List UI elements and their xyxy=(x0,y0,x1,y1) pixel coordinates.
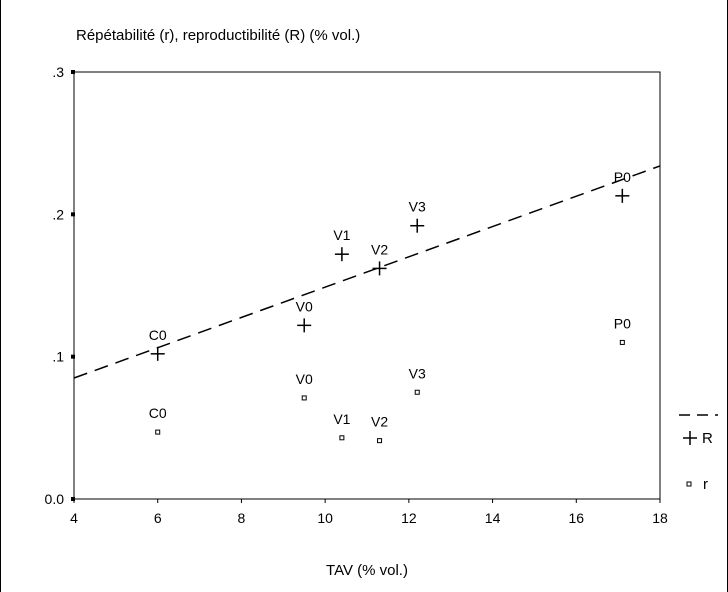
point-label-V1: V1 xyxy=(333,227,350,243)
legend-label-R: R xyxy=(702,430,713,447)
legend-plus-marker xyxy=(683,431,697,445)
point-label-V0: V0 xyxy=(296,298,313,314)
point-label-P0: P0 xyxy=(614,169,631,185)
point-label-V2: V2 xyxy=(371,414,388,430)
x-tick-label: 12 xyxy=(401,510,417,526)
legend-square-marker xyxy=(686,481,692,487)
x-tick-label: 14 xyxy=(485,510,501,526)
fit-line xyxy=(73,165,661,379)
plus-marker-V0 xyxy=(297,318,312,333)
y-tick-label: .1 xyxy=(52,349,64,365)
plus-marker-V2 xyxy=(372,261,387,276)
legend: R r xyxy=(679,414,718,493)
point-label-C0: C0 xyxy=(149,405,167,421)
point-label-V3: V3 xyxy=(409,199,426,215)
point-labels: C0 V0 V1 V2 V3 P0 C0 V0 V1 V2 V3 P0 xyxy=(149,169,631,430)
y-tick-label: .2 xyxy=(52,206,64,222)
plus-marker-P0 xyxy=(615,188,630,203)
x-tick-label: 16 xyxy=(568,510,584,526)
point-label-C0: C0 xyxy=(149,327,167,343)
plus-marker-V3 xyxy=(410,218,425,233)
y-tick-mark xyxy=(71,497,75,501)
y-tick-mark xyxy=(71,212,75,217)
square-marker-P0 xyxy=(619,339,625,345)
chart-title: Répétabilité (r), reproductibilité (R) (… xyxy=(76,27,360,44)
fit-line-group xyxy=(73,165,661,379)
point-label-V3: V3 xyxy=(409,365,426,381)
square-marker-V2 xyxy=(377,438,383,444)
point-label-V1: V1 xyxy=(333,411,350,427)
x-tick-label: 18 xyxy=(652,510,668,526)
x-tick-label: 6 xyxy=(154,510,162,526)
point-label-V0: V0 xyxy=(296,371,313,387)
y-tick-mark xyxy=(71,354,75,359)
y-tick-mark xyxy=(71,70,75,74)
point-label-P0: P0 xyxy=(614,315,631,331)
square-marker-V3 xyxy=(414,389,420,395)
data-marks xyxy=(150,188,630,444)
x-axis-ticks: 4 6 8 10 12 14 16 18 xyxy=(70,499,668,526)
x-tick-label: 10 xyxy=(317,510,333,526)
square-marker-V0 xyxy=(301,395,307,401)
y-tick-label: 0.0 xyxy=(45,491,65,507)
legend-label-r: r xyxy=(703,476,708,493)
y-tick-label: .3 xyxy=(52,64,64,80)
x-tick-label: 8 xyxy=(238,510,246,526)
plus-marker-C0 xyxy=(150,346,165,361)
square-marker-C0 xyxy=(155,429,161,435)
plus-marker-V1 xyxy=(334,247,349,262)
plot-frame xyxy=(73,71,661,500)
point-label-V2: V2 xyxy=(371,241,388,257)
x-axis-label: TAV (% vol.) xyxy=(326,562,408,579)
x-tick-label: 4 xyxy=(70,510,78,526)
y-axis-ticks: 0.0 .1 .2 .3 xyxy=(45,64,75,507)
square-marker-V1 xyxy=(339,435,345,441)
